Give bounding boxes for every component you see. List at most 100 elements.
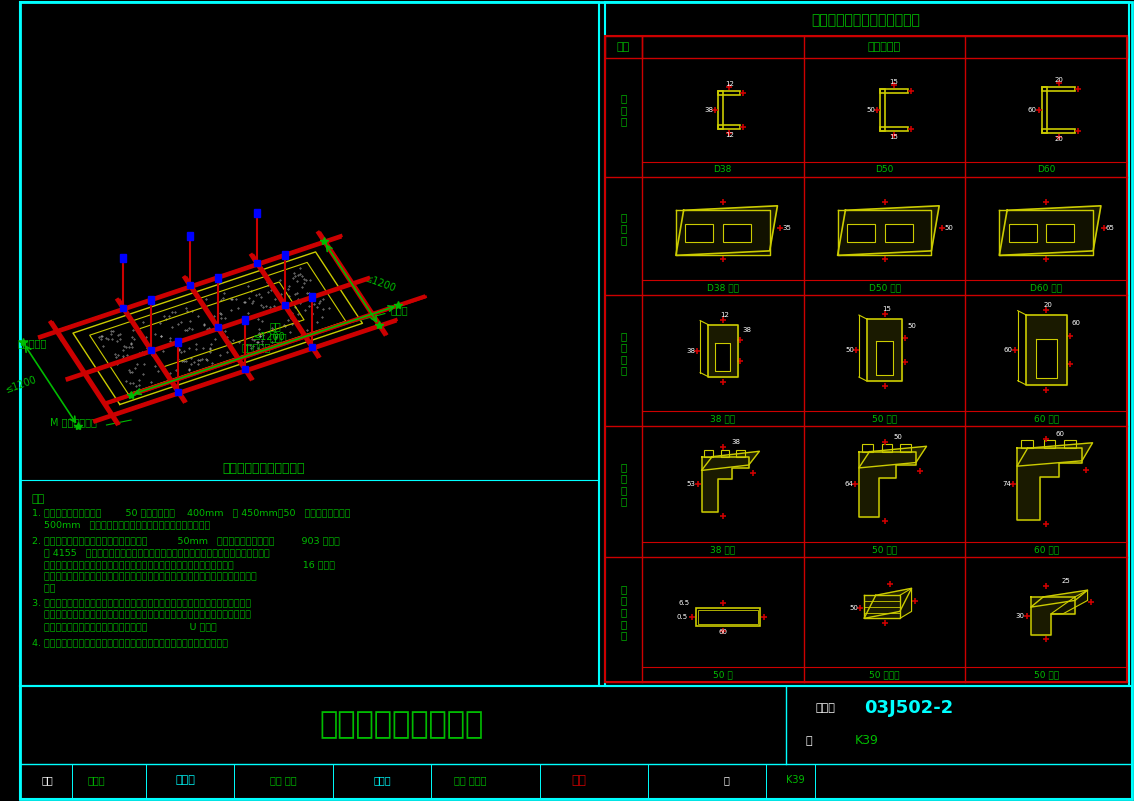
Bar — [882, 444, 892, 452]
Text: 复合粘贴矿棉板吊顶透视: 复合粘贴矿棉板吊顶透视 — [222, 461, 305, 474]
Bar — [243, 316, 248, 324]
Text: 60: 60 — [718, 629, 727, 635]
Text: 红影: 红影 — [572, 774, 586, 787]
Text: 图形及尺寸: 图形及尺寸 — [868, 42, 902, 52]
Bar — [147, 296, 154, 304]
Bar — [176, 388, 181, 395]
Bar — [704, 450, 713, 457]
Polygon shape — [900, 588, 912, 618]
Text: 50 扣: 50 扣 — [713, 670, 733, 679]
Polygon shape — [858, 452, 916, 517]
Bar — [604, 2, 1129, 686]
Bar — [685, 223, 713, 242]
Text: 64: 64 — [844, 481, 853, 487]
Text: 浣衣亭: 浣衣亭 — [176, 775, 195, 785]
Bar — [310, 293, 315, 301]
Bar — [718, 91, 723, 129]
Text: 74: 74 — [1002, 481, 1012, 487]
Text: 50 副挂件: 50 副挂件 — [870, 670, 899, 679]
Bar — [20, 686, 1132, 799]
Text: 吊杆: 吊杆 — [270, 321, 281, 332]
Polygon shape — [875, 340, 894, 375]
Bar — [722, 223, 751, 242]
Polygon shape — [1035, 339, 1057, 377]
Text: 直钉或门形钉打入后，一定要凿孔，不要松动，用气动触枪或电镐枪打入直钉或门形: 直钉或门形钉打入后，一定要凿孔，不要松动，用气动触枪或电镐枪打入直钉或门形 — [32, 572, 256, 581]
Text: D60 接长: D60 接长 — [1031, 283, 1063, 292]
Text: D50: D50 — [875, 164, 894, 174]
Text: 50: 50 — [894, 434, 903, 441]
Bar — [1009, 223, 1036, 242]
Text: 38: 38 — [731, 439, 741, 445]
Text: 产品: 产品 — [617, 42, 629, 52]
Bar — [254, 260, 260, 266]
Text: 4. 矿棉板可采取方格、长方格、错缝等方式排列，极缝形式由设计人员定。: 4. 矿棉板可采取方格、长方格、错缝等方式排列，极缝形式由设计人员定。 — [32, 638, 228, 647]
Text: 60: 60 — [1072, 320, 1081, 326]
Text: 校对 黄雕: 校对 黄雕 — [270, 775, 297, 785]
Bar — [604, 36, 1127, 682]
Text: ≤1200: ≤1200 — [253, 332, 286, 342]
Text: 复合粘贴矿棉板吊顶: 复合粘贴矿棉板吊顶 — [320, 710, 484, 739]
Text: 20: 20 — [1055, 77, 1063, 83]
Text: 6.5: 6.5 — [678, 600, 689, 606]
Text: 12: 12 — [720, 312, 729, 317]
Text: 500mm   为宜，纸面石膏板与轻钢龙骨用自攻螺丝固定。: 500mm 为宜，纸面石膏板与轻钢龙骨用自攻螺丝固定。 — [32, 520, 210, 529]
Text: 50: 50 — [945, 225, 953, 231]
Text: 38: 38 — [686, 348, 695, 353]
Bar — [721, 450, 729, 457]
Polygon shape — [1017, 443, 1092, 466]
Text: 图集号: 图集号 — [815, 703, 835, 713]
Text: D50 接长: D50 接长 — [869, 283, 900, 292]
Bar — [187, 231, 193, 239]
Text: 20: 20 — [1055, 136, 1063, 142]
Text: 50 挂件: 50 挂件 — [872, 545, 897, 554]
Text: M 型龙骨（宽）: M 型龙骨（宽） — [50, 417, 96, 427]
Polygon shape — [1025, 315, 1067, 384]
Text: 65: 65 — [1106, 225, 1115, 231]
Text: 12: 12 — [725, 81, 734, 87]
Text: ≤1200: ≤1200 — [5, 374, 39, 395]
Text: 50: 50 — [907, 324, 916, 329]
Bar — [1042, 129, 1075, 133]
Bar — [187, 282, 193, 288]
Polygon shape — [864, 588, 912, 618]
Text: 垂
直
挂
件: 垂 直 挂 件 — [620, 331, 626, 376]
Polygon shape — [858, 446, 926, 468]
Polygon shape — [1031, 590, 1088, 607]
Polygon shape — [1051, 590, 1088, 614]
Polygon shape — [999, 206, 1101, 256]
Text: 30: 30 — [1016, 613, 1025, 619]
Polygon shape — [838, 211, 931, 256]
Text: 35: 35 — [782, 225, 792, 231]
Text: 同时用专用门形钉在板边固定，严禁使用              U 形钉。: 同时用专用门形钉在板边固定，严禁使用 U 形钉。 — [32, 622, 217, 631]
Bar — [1042, 87, 1047, 133]
Polygon shape — [866, 319, 903, 381]
Text: 页: 页 — [723, 775, 729, 785]
Text: 主此处: 主此处 — [373, 775, 391, 785]
Text: 15: 15 — [889, 78, 898, 85]
Text: 注：: 注： — [32, 494, 45, 504]
Text: 60 挂件: 60 挂件 — [1034, 545, 1059, 554]
Polygon shape — [676, 206, 778, 256]
Bar — [718, 125, 741, 129]
Polygon shape — [999, 211, 1093, 256]
Polygon shape — [708, 324, 737, 376]
Text: 钉。: 钉。 — [32, 584, 56, 593]
Text: 15: 15 — [889, 134, 898, 140]
Bar — [310, 344, 315, 350]
Polygon shape — [838, 206, 939, 256]
Text: D60: D60 — [1038, 164, 1056, 174]
Text: D38: D38 — [713, 164, 731, 174]
Bar — [862, 444, 872, 452]
Bar — [120, 304, 126, 311]
Text: 20: 20 — [1043, 302, 1052, 308]
Bar — [281, 302, 288, 308]
Bar — [147, 347, 154, 352]
Text: 复合粘贴矿棉板吊顶主要配件: 复合粘贴矿棉板吊顶主要配件 — [811, 13, 921, 27]
Polygon shape — [1017, 449, 1082, 520]
Bar — [214, 274, 221, 282]
Text: 直钉在板面固定，复合插贴时，按照划好的安装线，从房从一侧（角）开始安装，: 直钉在板面固定，复合插贴时，按照划好的安装线，从房从一侧（角）开始安装， — [32, 610, 251, 619]
Bar — [880, 89, 885, 131]
Text: 60: 60 — [1027, 107, 1036, 113]
Bar — [120, 254, 126, 262]
Text: 03J502-2: 03J502-2 — [864, 699, 954, 717]
